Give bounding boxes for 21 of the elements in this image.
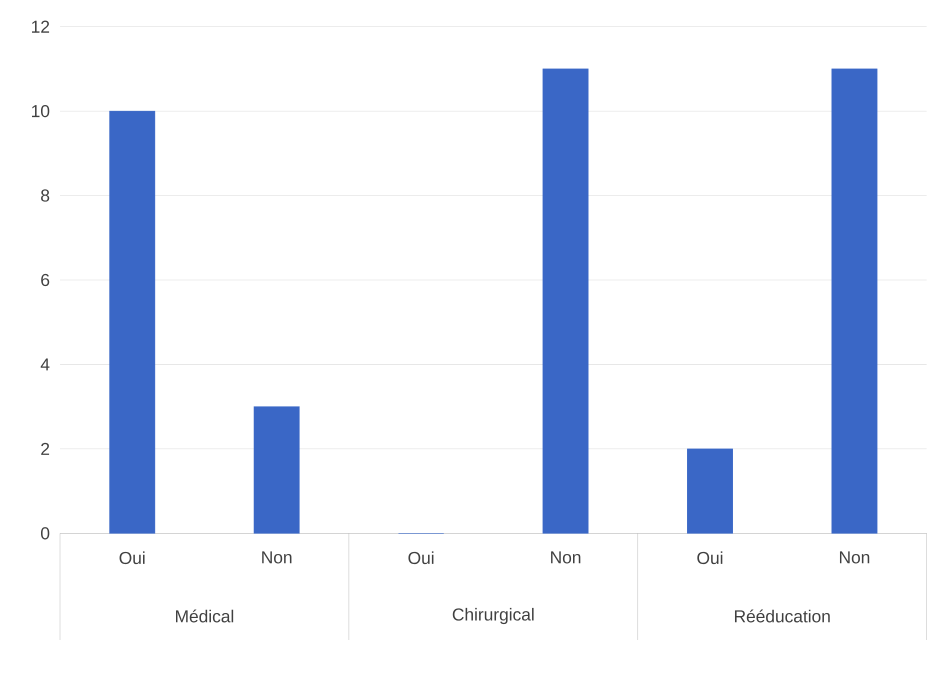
bar (687, 448, 733, 534)
bar (254, 406, 300, 534)
y-tick-label: 8 (41, 189, 50, 202)
x-tick-label: Oui (120, 551, 145, 564)
y-tick-label: 10 (32, 104, 50, 118)
text: Rééducation (734, 610, 830, 622)
y-tick-label: 4 (40, 358, 50, 370)
bar (109, 110, 156, 534)
y-tick-label: 6 (41, 274, 50, 286)
bar (832, 68, 878, 534)
x-tick-label: Oui (408, 551, 434, 564)
text: Chirurgical (452, 608, 534, 624)
y-tick-label: 12 (32, 20, 50, 33)
y-tick-label: 2 (41, 442, 50, 455)
y-tick-label: 0 (40, 527, 50, 540)
x-tick-label: Non (262, 551, 292, 564)
x-tick-label: Non (551, 551, 580, 564)
bar (542, 68, 588, 534)
x-tick-label: Non (840, 551, 870, 564)
x-tick-label: Oui (697, 551, 722, 564)
text: Médical (176, 610, 234, 622)
